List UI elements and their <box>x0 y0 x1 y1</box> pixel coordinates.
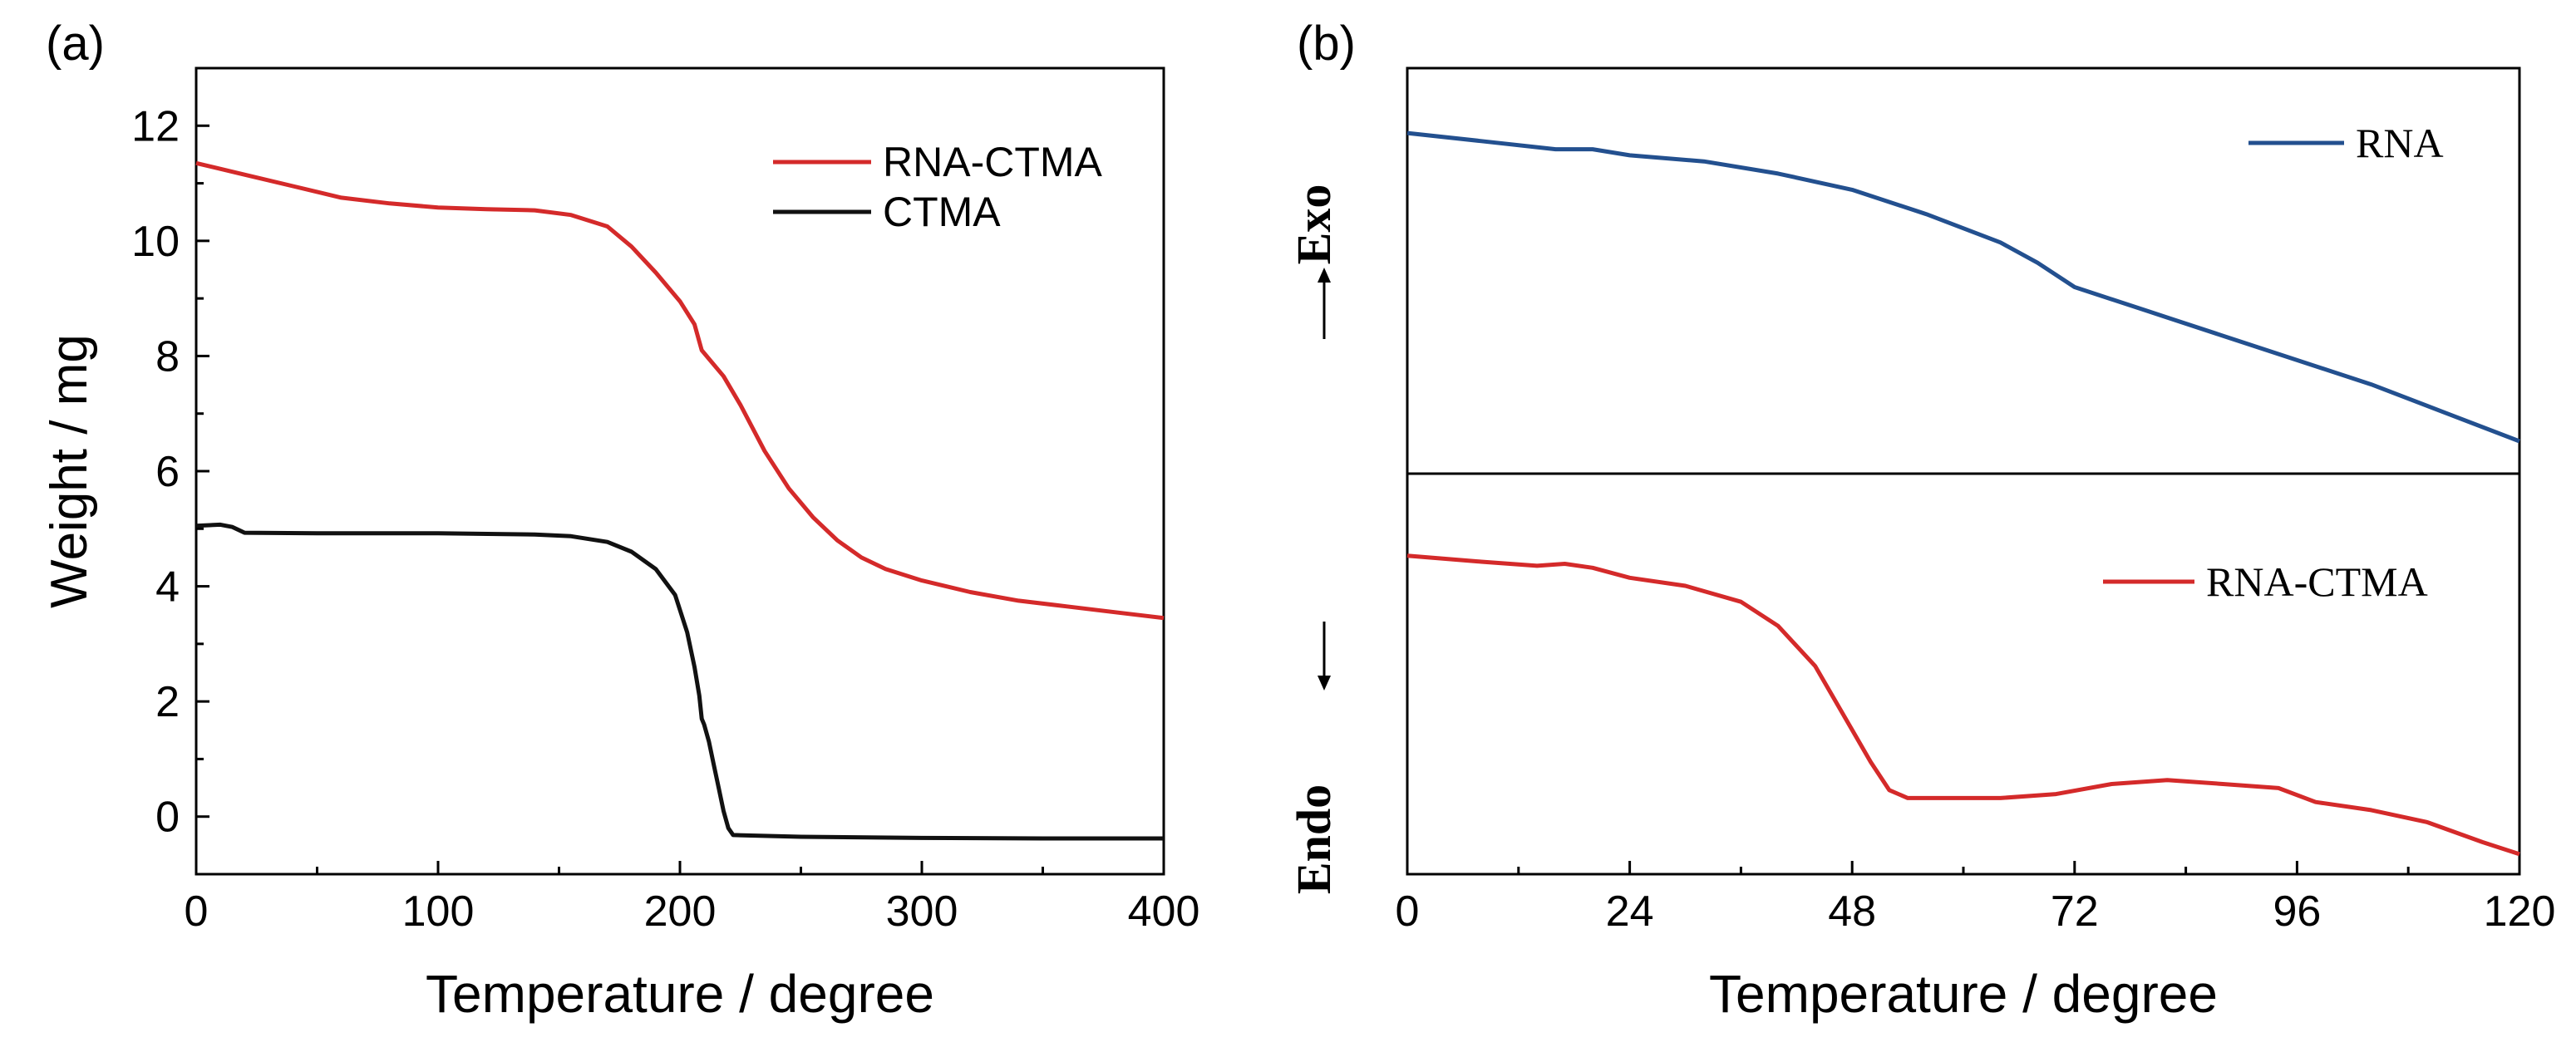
panel-a-x-tick-label: 400 <box>1128 887 1200 936</box>
panel-b-frame <box>1406 66 2521 876</box>
legend-label: CTMA <box>883 189 1001 235</box>
panel-b: (b) 0 24 48 72 96 120 RNA RNA-CTMA Exo Endo Te… <box>1287 17 2555 1024</box>
panel-b-x-tick-label: 24 <box>1606 887 1654 936</box>
legend-label: RNA <box>2356 120 2444 166</box>
panel-a-x-tick-label: 300 <box>886 887 958 936</box>
panel-b-x-tick-label: 120 <box>2484 887 2556 936</box>
panel-a-y-tick-label: 0 <box>155 794 180 842</box>
panel-b-x-tick-label: 0 <box>1396 887 1420 936</box>
panel-a-x-tick-label: 100 <box>402 887 475 936</box>
panel-b-x-tick-label: 48 <box>1828 887 1876 936</box>
panel-a-frame <box>195 66 1165 876</box>
panel-a-x-tick-label: 200 <box>644 887 717 936</box>
panel-a-label: (a) <box>46 17 105 71</box>
legend-label: RNA-CTMA <box>883 139 1103 185</box>
panel-a-y-tick-label: 4 <box>155 563 180 612</box>
series-line-rna-ctma <box>1406 553 2520 857</box>
panel-b-label: (b) <box>1297 17 1356 71</box>
panel-a-y-tick-label: 6 <box>155 448 180 496</box>
panel-a-x-tick-label: 0 <box>185 887 209 936</box>
exo-up-arrow-icon <box>1318 268 1331 339</box>
panel-b-x-axis-title: Temperature / degree <box>1709 964 2218 1024</box>
exo-label: Exo <box>1287 184 1341 265</box>
legend-label: RNA-CTMA <box>2206 558 2428 605</box>
panel-b-x-tick-label: 72 <box>2051 887 2099 936</box>
panel-a-y-axis-title: Weight / mg <box>41 334 98 608</box>
panel-a-y-tick-label: 2 <box>155 678 180 726</box>
panel-b-x-ticks: 0 24 48 72 96 120 <box>1396 861 2556 936</box>
panel-a-x-ticks: 0 100 200 300 400 <box>185 861 1200 936</box>
panel-a: (a) 0 100 200 300 400 0 2 4 6 8 10 12 RNA-CTMACTMA… <box>41 17 1199 1024</box>
panel-a-y-tick-label: 8 <box>155 332 180 381</box>
endo-down-arrow-icon <box>1318 622 1331 691</box>
panel-a-y-tick-label: 12 <box>131 102 180 150</box>
panel-a-y-ticks: 0 2 4 6 8 10 12 <box>131 66 209 876</box>
series-line-ctma <box>195 522 1164 841</box>
endo-label: Endo <box>1287 784 1341 894</box>
series-line-rna-ctma <box>195 160 1165 621</box>
panel-b-x-tick-label: 96 <box>2273 887 2321 936</box>
panel-a-y-tick-label: 10 <box>131 218 180 266</box>
panel-b-series <box>1406 130 2520 857</box>
panel-a-x-axis-title: Temperature / degree <box>426 964 934 1024</box>
panel-a-series <box>195 160 1165 841</box>
panel-b-legend: RNA RNA-CTMA <box>2103 120 2444 605</box>
series-line-rna <box>1406 130 2520 444</box>
